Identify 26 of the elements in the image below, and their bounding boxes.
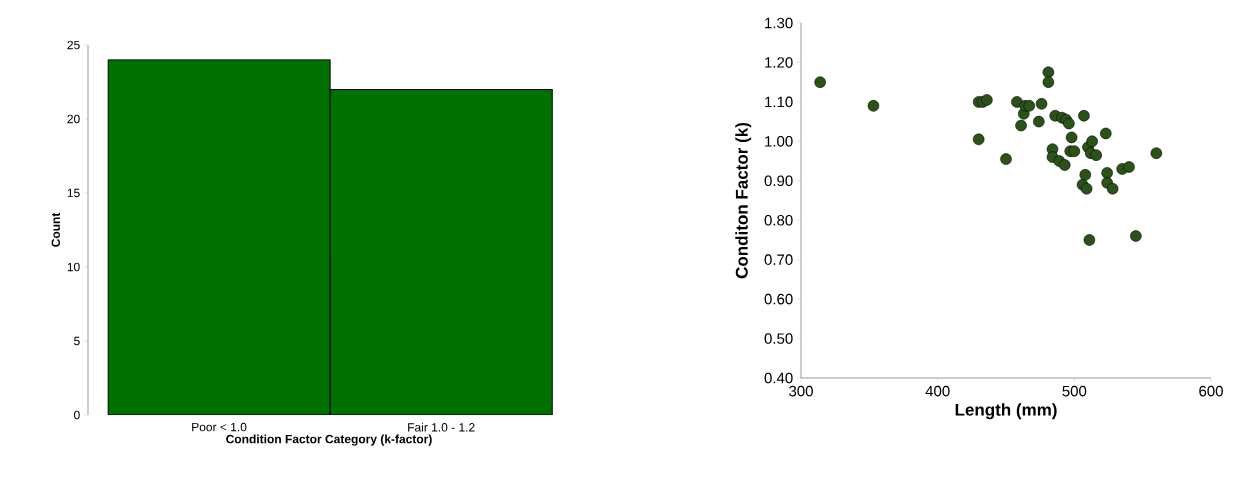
y-axis-title: Conditon Factor (k) [735,122,752,279]
y-tick-label: 0.80 [764,214,793,226]
x-tick-label: 400 [925,385,950,397]
y-tick-label: 0.40 [764,372,793,384]
y-tick-label: 15 [67,188,80,198]
y-tick-label: 1.10 [765,96,793,108]
y-tick-label: 10 [67,262,80,272]
x-axis-title: Length (mm) [955,403,1057,420]
y-tick-label: 0.60 [764,293,793,305]
x-tick-label: Poor < 1.0 [192,422,247,432]
y-tick-label: 1.30 [765,17,793,29]
x-tick-label: 300 [789,385,813,397]
y-tick-label: 0.50 [764,333,793,344]
y-axis-title: Count [51,212,60,247]
y-tick-label: 0.90 [764,175,793,187]
y-tick-label: 20 [67,114,80,124]
x-tick-label: 500 [1062,385,1087,397]
y-tick-label: 25 [67,40,80,50]
y-tick-label: 0 [74,410,80,420]
y-tick-label: 1.00 [765,136,793,147]
x-tick-label: Fair 1.0 - 1.2 [408,422,475,432]
x-tick-label: 600 [1199,385,1223,397]
y-tick-label: 1.20 [765,57,793,68]
y-tick-label: 5 [74,336,80,346]
y-tick-label: 0.70 [764,254,793,265]
x-axis-title: Condition Factor Category (k-factor) [226,434,432,446]
